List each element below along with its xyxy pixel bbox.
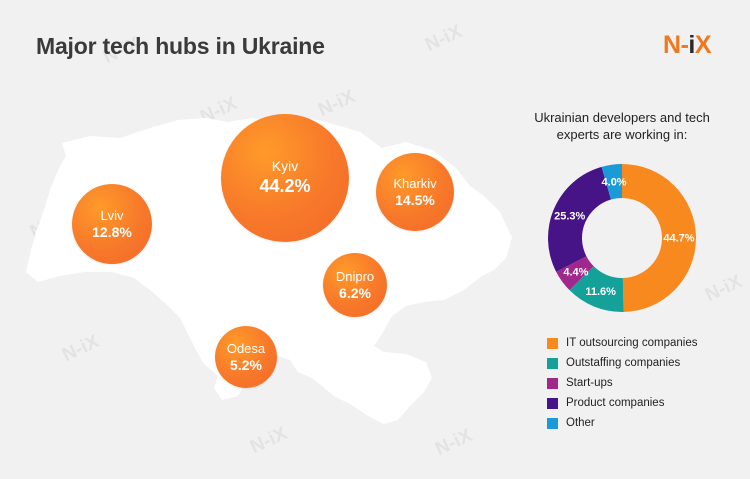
legend-label: Other — [566, 417, 595, 429]
legend-item: Start-ups — [547, 373, 697, 393]
hub-kharkiv: Kharkiv 14.5% — [376, 153, 454, 231]
legend-label: Start-ups — [566, 377, 613, 389]
legend-swatch — [547, 397, 558, 409]
legend-swatch — [547, 377, 558, 389]
legend-label: Product companies — [566, 397, 665, 409]
donut-data-label: 4.0% — [602, 177, 627, 189]
hub-odesa: Odesa 5.2% — [215, 326, 277, 388]
donut-data-label: 44.7% — [663, 232, 694, 244]
donut-slice-product-companies — [548, 166, 611, 272]
legend-item: Outstaffing companies — [547, 353, 697, 373]
hub-city: Lviv — [100, 207, 124, 223]
donut-data-label: 25.3% — [554, 210, 585, 222]
chart-title: Ukrainian developers and tech experts ar… — [534, 110, 710, 142]
hub-share: 5.2% — [230, 356, 262, 373]
n-ix-logo: N-iX — [663, 31, 712, 59]
legend-label: IT outsourcing companies — [566, 337, 698, 349]
donut-slice-outstaffing-companies — [569, 266, 624, 312]
hub-city: Odesa — [226, 340, 266, 356]
hub-kyiv: Kyiv 44.2% — [221, 114, 349, 242]
hub-city: Kharkiv — [393, 175, 437, 191]
legend-item: IT outsourcing companies — [547, 333, 697, 353]
donut-data-label: 11.6% — [585, 286, 616, 298]
page-title: Major tech hubs in Ukraine — [36, 33, 325, 59]
hub-share: 6.2% — [339, 284, 371, 301]
legend-item: Other — [547, 413, 697, 433]
hub-city: Kyiv — [271, 157, 299, 174]
chart-legend: IT outsourcing companies Outstaffing comp… — [547, 333, 697, 433]
legend-item: Product companies — [547, 393, 697, 413]
hub-share: 44.2% — [259, 175, 311, 196]
hub-city: Dnipro — [335, 268, 375, 284]
donut-slice-it-outsourcing-companies — [622, 164, 696, 312]
hub-share: 14.5% — [395, 191, 435, 208]
legend-swatch — [547, 417, 558, 429]
legend-swatch — [547, 357, 558, 369]
donut-data-label: 4.4% — [563, 267, 588, 279]
donut-slice-other — [601, 164, 622, 200]
legend-label: Outstaffing companies — [566, 357, 681, 369]
donut-slice-start-ups — [556, 256, 594, 291]
legend-swatch — [547, 337, 558, 349]
hub-dnipro: Dnipro 6.2% — [323, 253, 387, 317]
hub-lviv: Lviv 12.8% — [72, 184, 152, 264]
hub-share: 12.8% — [92, 223, 132, 240]
